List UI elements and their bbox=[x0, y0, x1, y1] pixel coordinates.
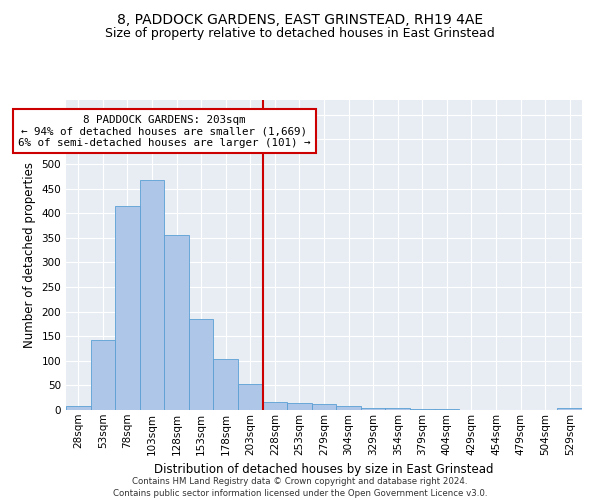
Bar bbox=[140, 180, 164, 410]
Bar bbox=[385, 408, 410, 410]
Bar bbox=[410, 408, 434, 410]
Text: 8, PADDOCK GARDENS, EAST GRINSTEAD, RH19 4AE: 8, PADDOCK GARDENS, EAST GRINSTEAD, RH19… bbox=[117, 12, 483, 26]
X-axis label: Distribution of detached houses by size in East Grinstead: Distribution of detached houses by size … bbox=[154, 463, 494, 476]
Bar bbox=[312, 404, 336, 410]
Bar bbox=[164, 236, 189, 410]
Bar bbox=[361, 408, 385, 410]
Bar bbox=[214, 360, 238, 410]
Bar bbox=[238, 384, 263, 410]
Bar bbox=[557, 408, 582, 410]
Text: Contains public sector information licensed under the Open Government Licence v3: Contains public sector information licen… bbox=[113, 489, 487, 498]
Bar bbox=[115, 206, 140, 410]
Y-axis label: Number of detached properties: Number of detached properties bbox=[23, 162, 36, 348]
Bar bbox=[91, 340, 115, 410]
Bar bbox=[263, 402, 287, 410]
Bar bbox=[434, 409, 459, 410]
Bar bbox=[66, 406, 91, 410]
Bar bbox=[336, 406, 361, 410]
Bar bbox=[189, 319, 214, 410]
Text: Contains HM Land Registry data © Crown copyright and database right 2024.: Contains HM Land Registry data © Crown c… bbox=[132, 478, 468, 486]
Bar bbox=[287, 403, 312, 410]
Text: 8 PADDOCK GARDENS: 203sqm
← 94% of detached houses are smaller (1,669)
6% of sem: 8 PADDOCK GARDENS: 203sqm ← 94% of detac… bbox=[18, 115, 311, 148]
Text: Size of property relative to detached houses in East Grinstead: Size of property relative to detached ho… bbox=[105, 28, 495, 40]
